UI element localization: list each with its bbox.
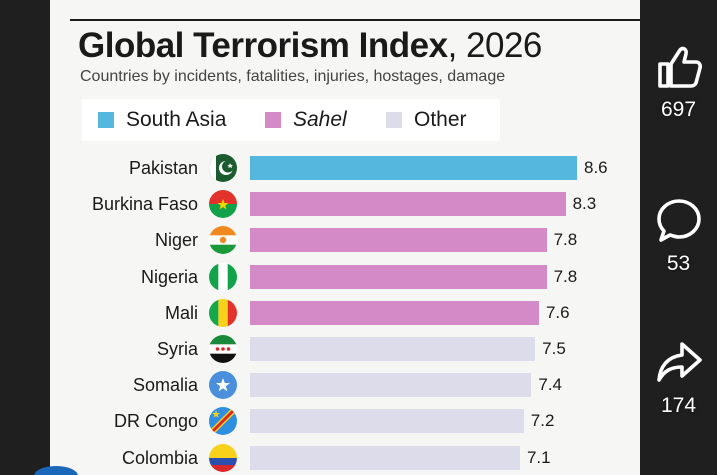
- category-label-burkina-faso: Burkina Faso: [91, 194, 198, 215]
- thumbs-up-icon: [657, 46, 702, 88]
- category-label-niger: Niger: [154, 230, 198, 251]
- bar-dr-congo: [250, 409, 524, 434]
- comment-button[interactable]: 53: [640, 196, 717, 276]
- value-label-dr-congo: 7.2: [530, 411, 555, 431]
- legend-item-other: Other: [386, 99, 467, 141]
- burkina-faso-flag-icon: [209, 190, 237, 219]
- like-count: 697: [660, 98, 697, 121]
- value-label-colombia: 7.1: [526, 447, 551, 467]
- legend-label-south-asia: South Asia: [126, 108, 227, 131]
- like-button[interactable]: 697: [640, 42, 717, 122]
- chart-legend: South Asia Sahel Other: [82, 99, 500, 141]
- bar-mali: [250, 300, 539, 325]
- bar-pakistan: [250, 156, 577, 180]
- pakistan-flag-icon: [209, 154, 237, 182]
- channel-avatar[interactable]: [34, 466, 78, 475]
- bar-syria: [250, 337, 536, 361]
- legend-item-sahel: Sahel: [265, 99, 347, 141]
- bar-somalia: [250, 373, 532, 398]
- legend-swatch-sahel: [265, 112, 281, 128]
- share-button[interactable]: 174: [640, 338, 717, 418]
- legend-label-other: Other: [414, 108, 467, 131]
- share-count: 174: [660, 394, 697, 417]
- nigeria-flag-icon: [209, 262, 237, 291]
- syria-flag-icon: [209, 335, 237, 363]
- legend-label-sahel: Sahel: [293, 108, 347, 131]
- category-label-nigeria: Nigeria: [140, 266, 198, 287]
- value-label-nigeria: 7.8: [553, 266, 578, 286]
- chart-title-text: Global Terrorism Index: [78, 26, 448, 65]
- chart-title-year: , 2026: [447, 26, 543, 65]
- category-label-pakistan: Pakistan: [128, 158, 198, 178]
- title-rule: [70, 19, 640, 21]
- legend-item-south-asia: South Asia: [98, 99, 226, 141]
- chart-title: Global Terrorism Index, 2026: [78, 26, 542, 66]
- value-label-mali: 7.6: [545, 302, 570, 322]
- bar-burkina-faso: [250, 192, 566, 217]
- dr-congo-flag-icon: [209, 407, 237, 436]
- action-rail: 697 53 174: [640, 0, 717, 475]
- value-label-somalia: 7.4: [538, 375, 562, 395]
- comment-count: 53: [666, 252, 691, 275]
- bar-nigeria: [250, 264, 547, 289]
- value-label-syria: 7.5: [542, 339, 566, 358]
- colombia-flag-icon: [209, 443, 237, 472]
- value-label-pakistan: 8.6: [584, 158, 608, 177]
- value-label-burkina-faso: 8.3: [572, 194, 597, 214]
- mali-flag-icon: [209, 298, 237, 327]
- share-arrow-icon: [656, 342, 702, 382]
- comment-icon: [656, 199, 701, 242]
- bar-niger: [250, 228, 547, 253]
- value-label-niger: 7.8: [553, 230, 578, 250]
- niger-flag-icon: [209, 226, 237, 255]
- category-label-dr-congo: DR Congo: [113, 411, 198, 432]
- category-label-syria: Syria: [156, 339, 198, 359]
- category-label-mali: Mali: [164, 302, 198, 323]
- chart-subtitle: Countries by incidents, fatalities, inju…: [80, 68, 506, 85]
- category-label-somalia: Somalia: [132, 375, 198, 396]
- category-label-colombia: Colombia: [121, 447, 198, 468]
- somalia-flag-icon: [209, 371, 237, 400]
- legend-swatch-other: [386, 112, 402, 128]
- bar-colombia: [250, 445, 520, 470]
- legend-swatch-south-asia: [98, 112, 114, 128]
